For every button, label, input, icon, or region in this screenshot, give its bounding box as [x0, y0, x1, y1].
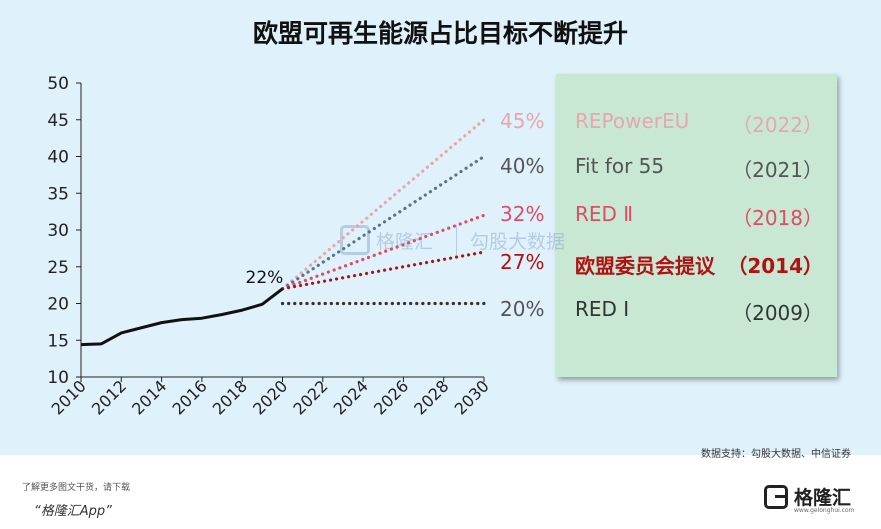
legend-pct: 20%	[500, 297, 545, 321]
legend-row-3: 32% RED Ⅱ （2018）	[500, 202, 835, 232]
legend-policy-name: REPowerEU	[575, 109, 690, 133]
target-line-4	[280, 250, 486, 291]
y-tick-label: 50	[47, 74, 69, 94]
point-label-22: 22%	[246, 268, 284, 288]
y-tick-label: 15	[47, 331, 69, 351]
y-tick-label: 35	[47, 184, 69, 204]
legend-policy-name: 欧盟委员会提议	[575, 254, 715, 278]
logo-text: 格隆汇	[794, 487, 852, 509]
legend-policy-name: RED Ⅱ	[575, 202, 634, 226]
x-tick-label: 2022	[289, 376, 331, 418]
legend-pct: 45%	[500, 109, 545, 133]
target-line-1	[280, 118, 486, 291]
brand-logo: 格隆汇 www.gelonghui.com	[764, 481, 859, 516]
watermark-site: 勾股大数据	[470, 231, 566, 253]
x-tick-label: 2016	[169, 376, 211, 418]
y-tick-label: 40	[47, 148, 69, 168]
logo-mark-icon	[764, 485, 788, 509]
x-tick-label: 2012	[88, 376, 130, 418]
y-tick-label: 10	[47, 368, 69, 388]
legend-row-1: 45% REPowerEU （2022）	[500, 109, 835, 139]
target-line-2	[280, 154, 486, 291]
watermark-logo-icon	[340, 225, 370, 255]
x-tick-label: 2018	[209, 376, 251, 418]
watermark-brand: 格隆汇	[376, 231, 434, 253]
y-tick-label: 20	[47, 295, 69, 315]
logo-url: www.gelonghui.com	[794, 507, 855, 514]
legend-year: （2014）	[727, 254, 823, 278]
x-tick-label: 2028	[410, 376, 452, 418]
chart-title: 欧盟可再生能源占比目标不断提升	[252, 19, 628, 48]
legend-policy-name: RED Ⅰ	[575, 297, 630, 321]
watermark-separator	[456, 225, 457, 255]
legend-row-4: 27% 欧盟委员会提议 （2014）	[500, 250, 835, 280]
target-line-3	[280, 213, 486, 291]
promo-app-name: “格隆汇App”	[34, 504, 112, 519]
promo-text: 了解更多图文干货，请下载	[22, 483, 131, 493]
legend-year: （2009）	[732, 301, 823, 325]
legend-year: （2021）	[732, 158, 823, 182]
line-chart: 1015202530354045502010201220142016201820…	[47, 74, 493, 419]
legend-box	[556, 74, 837, 377]
y-tick-label: 30	[47, 221, 69, 241]
source-note: 数据支持：勾股大数据、中信证券	[701, 449, 851, 460]
x-tick-label: 2014	[128, 376, 170, 418]
chart-area: 欧盟可再生能源占比目标不断提升 格隆汇 勾股大数据 10 15 20 25 30 35 40…	[0, 0, 881, 460]
legend-year: （2022）	[732, 113, 823, 137]
legend-row-5: 20% RED Ⅰ （2009）	[500, 297, 835, 327]
legend-policy-name: Fit for 55	[575, 154, 665, 178]
actual-share-line	[80, 287, 284, 347]
legend-row-2: 40% Fit for 55 （2021）	[500, 154, 835, 184]
y-tick-label: 25	[47, 258, 69, 278]
x-tick-label: 2020	[249, 376, 291, 418]
legend-pct: 40%	[500, 154, 545, 178]
x-tick-label: 2030	[451, 376, 493, 418]
y-tick-label: 45	[47, 111, 69, 131]
legend-pct: 32%	[500, 202, 545, 226]
legend-year: （2018）	[732, 206, 823, 230]
x-tick-label: 2024	[330, 376, 372, 418]
watermark: 格隆汇 勾股大数据	[340, 223, 590, 263]
x-tick-label: 2026	[370, 376, 412, 418]
legend-pct: 27%	[500, 250, 545, 274]
